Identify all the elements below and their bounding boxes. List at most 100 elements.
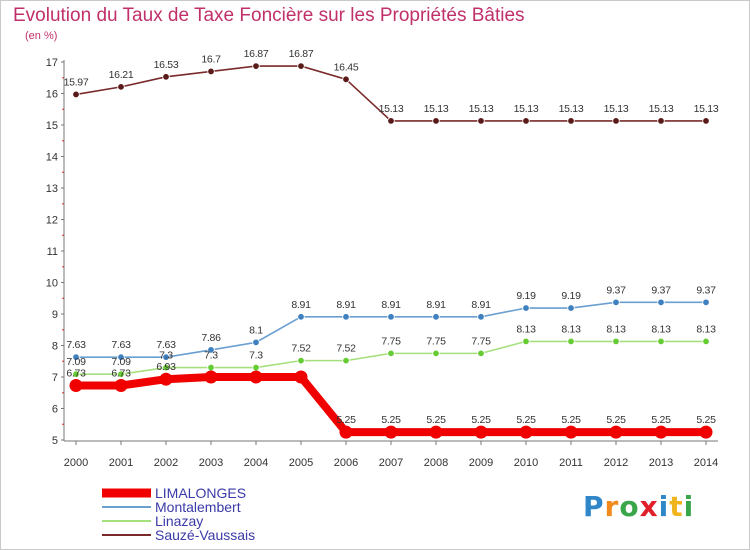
x-tick-label: 2003	[199, 457, 223, 469]
data-label: 16.7	[201, 53, 221, 65]
data-label: 8.13	[606, 323, 626, 335]
data-point	[339, 425, 353, 439]
data-point	[252, 338, 260, 347]
y-tick-label: 17	[46, 57, 58, 69]
data-point	[72, 370, 80, 378]
x-tick-label: 2012	[604, 457, 628, 469]
data-point	[207, 363, 215, 372]
legend-item: Linazay	[102, 513, 203, 529]
data-label: 7.86	[201, 332, 221, 344]
chart-unit-label: (en %)	[25, 30, 58, 42]
logo-letter: x	[639, 490, 659, 523]
data-label: 5.25	[696, 414, 716, 426]
x-tick-label: 2001	[109, 457, 133, 469]
legend-item: Montalembert	[102, 499, 241, 515]
data-point	[612, 337, 620, 346]
data-label: 16.45	[334, 61, 359, 73]
y-tick-label: 11	[47, 246, 58, 258]
data-label: 5.25	[606, 414, 626, 426]
data-point	[297, 356, 305, 365]
data-point	[72, 90, 80, 99]
y-tick-label: 12	[46, 215, 58, 227]
data-point	[612, 117, 620, 125]
data-point	[342, 356, 350, 365]
x-tick-label: 2014	[694, 457, 718, 469]
data-label: 7.52	[291, 343, 311, 355]
y-tick-label: 9	[52, 309, 58, 321]
data-label: 8.91	[471, 299, 491, 311]
data-point	[114, 379, 128, 393]
y-minor-tick	[62, 423, 64, 426]
y-tick-label: 15	[46, 120, 58, 132]
data-label: 7.3	[204, 350, 218, 362]
data-label: 15.97	[64, 76, 89, 88]
data-point	[432, 313, 440, 321]
data-label: 9.37	[606, 284, 626, 296]
chart-title: Evolution du Taux de Taxe Foncière sur l…	[13, 5, 525, 26]
data-point	[204, 370, 218, 384]
series-sauz-vaussais: 15.97 16.21 16.53 16.7 16.87 16.87 16.45 15.13 1…	[64, 48, 719, 125]
logo-letter: P	[583, 490, 605, 523]
data-label: 7.63	[66, 339, 86, 351]
data-point	[297, 62, 305, 70]
legend-label: Linazay	[155, 513, 203, 529]
series-limalonges: 6.73 6.73 6.93 5.25 5.25 5.25 5.25 5.25 5.25 5.25…	[66, 361, 716, 439]
x-tick-label: 2005	[289, 457, 313, 469]
data-label: 7.75	[426, 335, 446, 347]
data-label: 16.53	[154, 59, 179, 71]
y-minor-tick	[62, 202, 64, 205]
data-label: 15.13	[694, 103, 719, 115]
data-label: 8.13	[651, 323, 671, 335]
data-point	[429, 425, 443, 439]
data-point	[657, 337, 665, 346]
data-point	[609, 425, 623, 439]
data-point	[342, 313, 350, 321]
data-label: 15.13	[469, 103, 494, 115]
data-point	[117, 353, 125, 361]
series-montalembert: 7.63 7.63 7.63 7.86 8.1 8.91 8.91 8.91 8.91 8.91 9…	[66, 284, 716, 361]
data-label: 7.09	[66, 356, 86, 368]
logo-letter: t	[669, 490, 684, 523]
logo-letter: i	[683, 490, 695, 523]
data-label: 15.13	[559, 103, 584, 115]
logo-letter: o	[619, 490, 640, 523]
data-label: 5.25	[516, 414, 536, 426]
y-minor-tick	[62, 360, 64, 363]
y-tick-label: 8	[52, 341, 58, 353]
data-label: 15.13	[379, 103, 404, 115]
data-point	[342, 75, 350, 84]
y-tick-label: 7	[52, 372, 58, 384]
y-tick-label: 13	[46, 183, 58, 195]
data-point	[477, 117, 485, 125]
data-point	[72, 353, 80, 361]
x-tick-label: 2013	[649, 457, 673, 469]
data-point	[387, 117, 395, 125]
data-label: 5.25	[426, 414, 446, 426]
data-label: 15.13	[604, 103, 629, 115]
x-tick-label: 2008	[424, 457, 448, 469]
data-point	[162, 73, 170, 81]
y-minor-tick	[62, 234, 64, 237]
data-point	[207, 346, 215, 354]
data-label: 7.63	[156, 339, 176, 351]
proxiti-logo: Proxiti	[583, 490, 694, 523]
data-point	[387, 349, 395, 358]
y-minor-tick	[62, 391, 64, 394]
data-label: 8.91	[426, 299, 446, 311]
x-tick-label: 2006	[334, 457, 358, 469]
data-point	[657, 298, 665, 307]
data-label: 5.25	[651, 414, 671, 426]
data-point	[702, 337, 710, 346]
data-point	[159, 372, 173, 386]
data-point	[519, 425, 533, 439]
y-tick-label: 14	[46, 152, 58, 164]
data-label: 5.25	[561, 414, 581, 426]
data-label: 9.37	[696, 284, 716, 296]
data-label: 9.19	[561, 290, 581, 302]
y-minor-tick	[62, 108, 64, 111]
legend-item: Sauzé-Vaussais	[102, 527, 255, 543]
x-tick-label: 2010	[514, 457, 538, 469]
data-label: 15.13	[649, 103, 674, 115]
x-tick-label: 2009	[469, 457, 493, 469]
